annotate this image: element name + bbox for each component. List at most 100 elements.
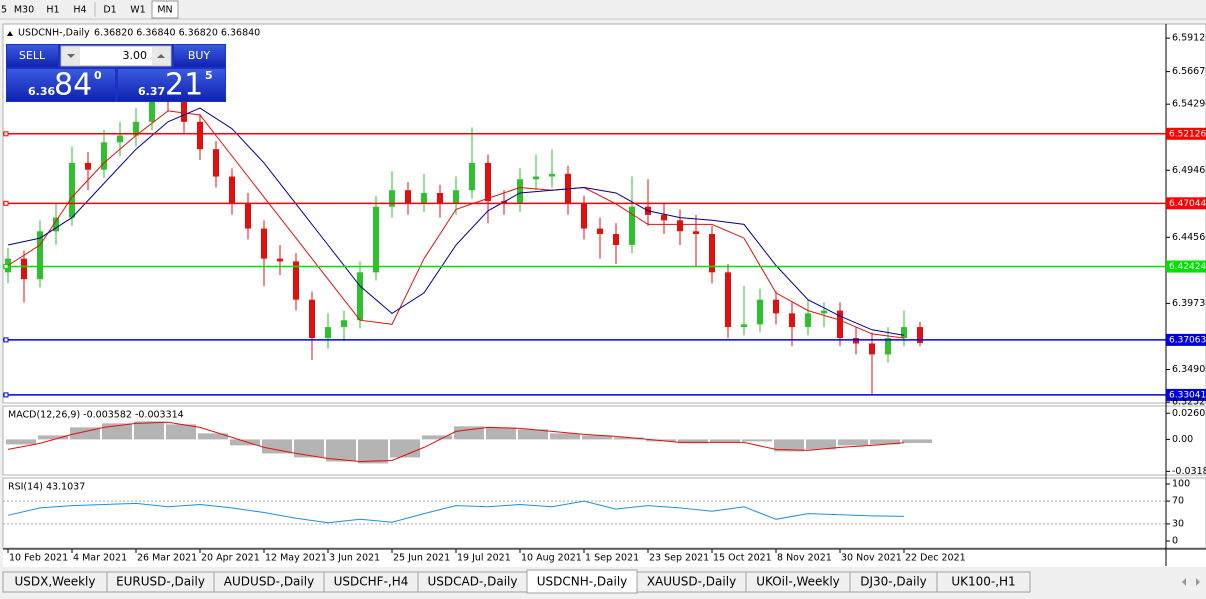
timeframe-button[interactable]: D1 — [103, 5, 116, 16]
down-arrow — [67, 54, 75, 58]
tab[interactable] — [936, 571, 1031, 593]
chart-prices: 6.36820 6.36840 6.36820 6.36840 — [94, 28, 260, 39]
tab-label[interactable]: EURUSD-,Daily — [116, 575, 205, 589]
timeframe-button[interactable]: MN — [157, 5, 172, 16]
x-tick-label: 3 Jun 2021 — [329, 553, 380, 564]
macd-bar — [326, 439, 356, 462]
candle-body — [453, 190, 459, 204]
candle-body — [277, 258, 283, 262]
x-tick-label: 30 Nov 2021 — [841, 553, 902, 564]
y-tick-label: 0.02607 — [1172, 408, 1206, 419]
y-tick-label: 6.39730 — [1172, 298, 1206, 309]
candle-body — [85, 162, 91, 170]
tab-label[interactable]: AUDUSD-,Daily — [224, 575, 314, 589]
tab-label[interactable]: DJ30-,Daily — [860, 575, 927, 589]
macd-bar — [582, 435, 612, 440]
candle-body — [885, 338, 891, 355]
y-tick-label: 30 — [1172, 518, 1184, 529]
y-tick-label: -0.03187 — [1172, 466, 1206, 477]
candle-body — [101, 142, 107, 170]
candle-body — [581, 203, 587, 229]
macd-bar — [358, 439, 388, 464]
tab-label[interactable]: USDCHF-,H4 — [334, 575, 409, 589]
macd-bar — [838, 439, 868, 446]
level-tag-label: 6.33041 — [1169, 390, 1206, 400]
collapse-arrow — [7, 31, 13, 36]
macd-bar — [390, 439, 420, 458]
up-arrow — [157, 54, 165, 58]
rsi-line — [7, 500, 905, 524]
x-tick-label: 1 Sep 2021 — [585, 553, 639, 564]
y-tick-label: 6.32520 — [1172, 397, 1206, 408]
y-tick-label: 6.56670 — [1172, 66, 1206, 77]
candle-body — [357, 272, 363, 321]
candle-body — [229, 176, 235, 204]
macd-bar — [870, 439, 900, 445]
macd-bar — [774, 439, 804, 452]
macd-bar — [166, 424, 196, 440]
buy-button[interactable] — [174, 45, 225, 67]
scroll-right[interactable] — [1196, 578, 1200, 586]
macd-bar — [742, 439, 772, 442]
candle-body — [501, 201, 507, 204]
candle-body — [725, 272, 731, 328]
candle-body — [613, 234, 619, 245]
macd-bar — [902, 439, 932, 444]
timeframe-active — [151, 0, 179, 19]
candle-body — [485, 162, 491, 202]
level-tag — [1166, 333, 1206, 346]
x-tick-label: 10 Aug 2021 — [521, 553, 582, 564]
candle-body — [421, 192, 427, 204]
toolbar: 5 M30 H1 H4 D1 W1 MN — [0, 0, 1206, 20]
level-handle — [3, 200, 9, 206]
trade-panel: SELL 3.00 BUY 6.36 84 0 6.37 21 5 — [6, 44, 226, 103]
moving-average — [7, 107, 905, 336]
ask-point: 5 — [205, 69, 213, 82]
timeframe-button[interactable]: M30 — [14, 5, 34, 16]
timeframe-button[interactable]: W1 — [130, 5, 145, 16]
sell-button[interactable] — [7, 45, 58, 67]
macd-bar — [486, 427, 516, 440]
level-tag-label: 6.47044 — [1169, 199, 1206, 209]
candle-body — [901, 327, 907, 339]
macd-bar — [454, 426, 484, 440]
scroll-left[interactable] — [1182, 578, 1186, 586]
volume-input[interactable] — [60, 45, 172, 67]
timeframe-button[interactable]: 5 — [1, 5, 7, 16]
candle-body — [789, 313, 795, 328]
y-tick-label: 0 — [1172, 535, 1178, 546]
macd-bar — [518, 429, 548, 440]
bid-point: 0 — [94, 69, 102, 82]
candle-body — [69, 162, 75, 218]
price-plot — [5, 80, 923, 395]
tab-label[interactable]: USDX,Weekly — [15, 575, 96, 589]
candle-body — [53, 217, 59, 232]
ask-pips: 21 — [165, 68, 203, 103]
timeframe-button[interactable]: H4 — [73, 5, 86, 16]
y-tick-label: 70 — [1172, 496, 1184, 507]
level-tag — [1166, 260, 1206, 273]
tab-label[interactable]: USDCAD-,Daily — [428, 575, 518, 589]
x-tick-label: 4 Mar 2021 — [73, 553, 127, 564]
candle-body — [325, 327, 331, 339]
tab-label[interactable]: UKOil-,Weekly — [756, 575, 840, 589]
bid-box[interactable] — [7, 69, 115, 101]
ask-box[interactable] — [118, 69, 225, 101]
candle-body — [197, 121, 203, 150]
level-tag — [1166, 127, 1206, 140]
candle-body — [853, 338, 859, 344]
tab-label[interactable]: XAUUSD-,Daily — [647, 575, 736, 589]
panel-frame — [2, 23, 1206, 404]
candle-body — [837, 310, 843, 339]
macd-bar — [134, 421, 164, 440]
x-tick-label: 23 Sep 2021 — [649, 553, 709, 564]
timeframe-button[interactable]: H1 — [46, 5, 59, 16]
candle-body — [245, 203, 251, 229]
level-tag — [1166, 388, 1206, 401]
tab-label[interactable]: UK100-,H1 — [951, 575, 1015, 589]
panel-frame — [2, 405, 1206, 476]
macd-bar — [550, 433, 580, 440]
candle-body — [149, 94, 155, 122]
tab-label[interactable]: USDCNH-,Daily — [537, 575, 628, 589]
